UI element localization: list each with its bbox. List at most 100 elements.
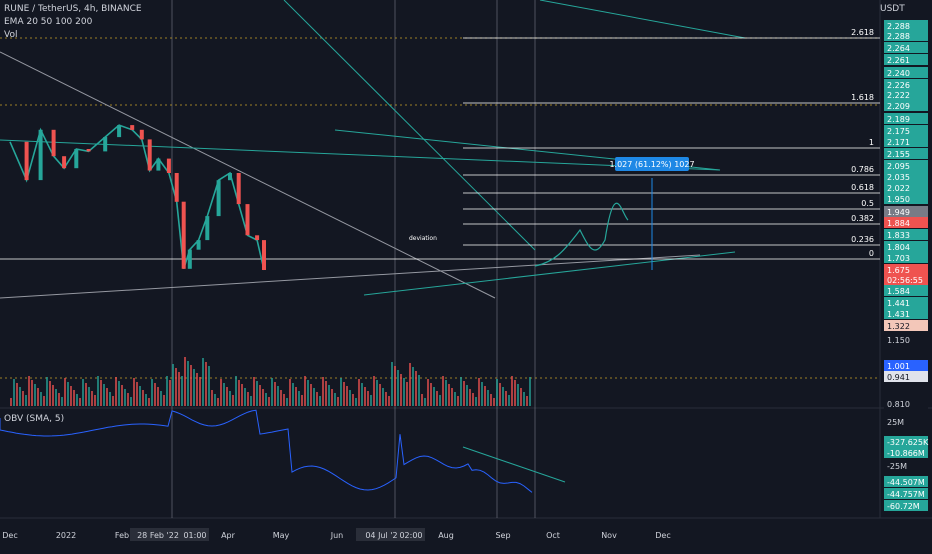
price-tick-bg xyxy=(884,206,928,217)
price-tick-label: 0.941 xyxy=(887,373,910,382)
candle xyxy=(245,204,250,236)
fib-label: 0 xyxy=(869,249,874,258)
trendlines xyxy=(0,0,746,299)
volume-bar xyxy=(436,391,438,406)
volume-bar xyxy=(526,396,528,406)
price-tick: 2.222 xyxy=(884,89,928,100)
obv-indicator-label[interactable]: OBV (SMA, 5) xyxy=(4,414,65,424)
volume-bar xyxy=(325,381,327,406)
ema-indicator-label[interactable]: EMA 20 50 100 200 xyxy=(4,17,93,27)
volume-bar xyxy=(457,396,459,406)
volume-bar xyxy=(214,394,216,406)
volume-bar xyxy=(358,379,360,406)
volume-bar xyxy=(355,398,357,406)
symbol-title[interactable]: RUNE / TetherUS, 4h, BINANCE xyxy=(4,4,142,14)
price-tick: 2.171 xyxy=(884,136,928,147)
volume-bar xyxy=(373,376,375,406)
price-tick-label: 1.804 xyxy=(887,243,910,252)
candle xyxy=(24,141,29,181)
price-series xyxy=(9,124,266,271)
candle xyxy=(86,149,91,152)
volume-bar xyxy=(433,387,435,406)
volume-bar xyxy=(121,385,123,406)
volume-bar xyxy=(115,377,117,406)
trendline xyxy=(0,139,721,171)
volume-bar xyxy=(94,395,96,406)
obv-tick-label: -25M xyxy=(887,462,907,471)
volume-bar xyxy=(196,373,198,406)
volume-bar xyxy=(238,380,240,406)
time-tick-label: Dec xyxy=(2,531,17,540)
volume-bar xyxy=(505,391,507,406)
volume-bar xyxy=(187,361,189,406)
volume-bar xyxy=(352,394,354,406)
fib-retracement: 2.618 1.618 1 0.786 0.618 0.5 0.382 0.236 0 xyxy=(0,28,880,260)
price-tick: 2.175 xyxy=(884,125,928,136)
price-tick-label: 2.035 xyxy=(887,173,910,182)
volume-bar xyxy=(310,384,312,406)
time-tick-label: May xyxy=(273,531,290,540)
volume-bar xyxy=(136,382,138,406)
volume-bar xyxy=(388,396,390,406)
volume-bar xyxy=(76,394,78,406)
volume-bar xyxy=(448,384,450,406)
obv-tick: -327.625K xyxy=(884,436,929,447)
volume-bar xyxy=(148,398,150,406)
volume-bar xyxy=(139,386,141,406)
volume-bar xyxy=(181,376,183,406)
candle xyxy=(62,156,67,169)
volume-bar xyxy=(142,390,144,406)
volume-bar xyxy=(169,380,171,406)
deviation-label: deviation xyxy=(409,235,437,242)
volume-bar xyxy=(340,378,342,406)
volume-bar xyxy=(34,384,36,406)
volume-bar xyxy=(82,379,84,406)
volume-label[interactable]: Vol xyxy=(4,30,18,40)
volume-bars xyxy=(10,357,531,406)
volume-bar xyxy=(502,387,504,406)
volume-bar xyxy=(397,370,399,406)
price-tick: 1.833 xyxy=(884,229,928,240)
obv-tick: -44.757M xyxy=(884,488,928,499)
time-tick: Dec xyxy=(655,531,670,540)
volume-bar xyxy=(292,383,294,406)
volume-bar xyxy=(220,379,222,406)
volume-bar xyxy=(286,398,288,406)
time-axis[interactable]: Dec 2022 Feb 28 Feb '22 01:00 Apr May Jun 04 Jul… xyxy=(2,528,671,541)
volume-bar xyxy=(109,392,111,406)
volume-bar xyxy=(427,379,429,406)
volume-bar xyxy=(406,382,408,406)
price-tick: 1.804 xyxy=(884,241,928,252)
price-tick-bg xyxy=(884,171,928,182)
time-tick: Feb xyxy=(115,531,129,540)
volume-bar xyxy=(451,388,453,406)
obv-axis[interactable]: 25M -327.625K -10.866M -25M -44.507M -44.757M… xyxy=(884,418,929,511)
time-tick-label: Dec xyxy=(655,531,670,540)
price-tick: 0.941 xyxy=(884,371,928,382)
price-tick-label: 02:56:55 xyxy=(887,276,923,285)
volume-bar xyxy=(508,395,510,406)
volume-bar xyxy=(301,395,303,406)
volume-bar xyxy=(58,393,60,406)
volume-bar xyxy=(439,395,441,406)
volume-bar xyxy=(61,397,63,406)
volume-bar xyxy=(202,358,204,406)
volume-bar xyxy=(334,393,336,406)
volume-bar xyxy=(517,384,519,406)
volume-bar xyxy=(184,357,186,406)
price-tick-bg xyxy=(884,371,928,382)
volume-bar xyxy=(166,376,168,406)
volume-bar xyxy=(64,378,66,406)
candle xyxy=(174,173,179,202)
price-tick: 1.001 xyxy=(884,360,928,371)
volume-bar xyxy=(208,366,210,406)
price-tick: 1.150 xyxy=(884,334,928,345)
price-tick-bg xyxy=(884,274,928,285)
volume-bar xyxy=(295,387,297,406)
price-tick-label: 2.288 xyxy=(887,32,910,41)
time-tick-label: Jun xyxy=(330,531,344,540)
candle xyxy=(262,240,266,270)
